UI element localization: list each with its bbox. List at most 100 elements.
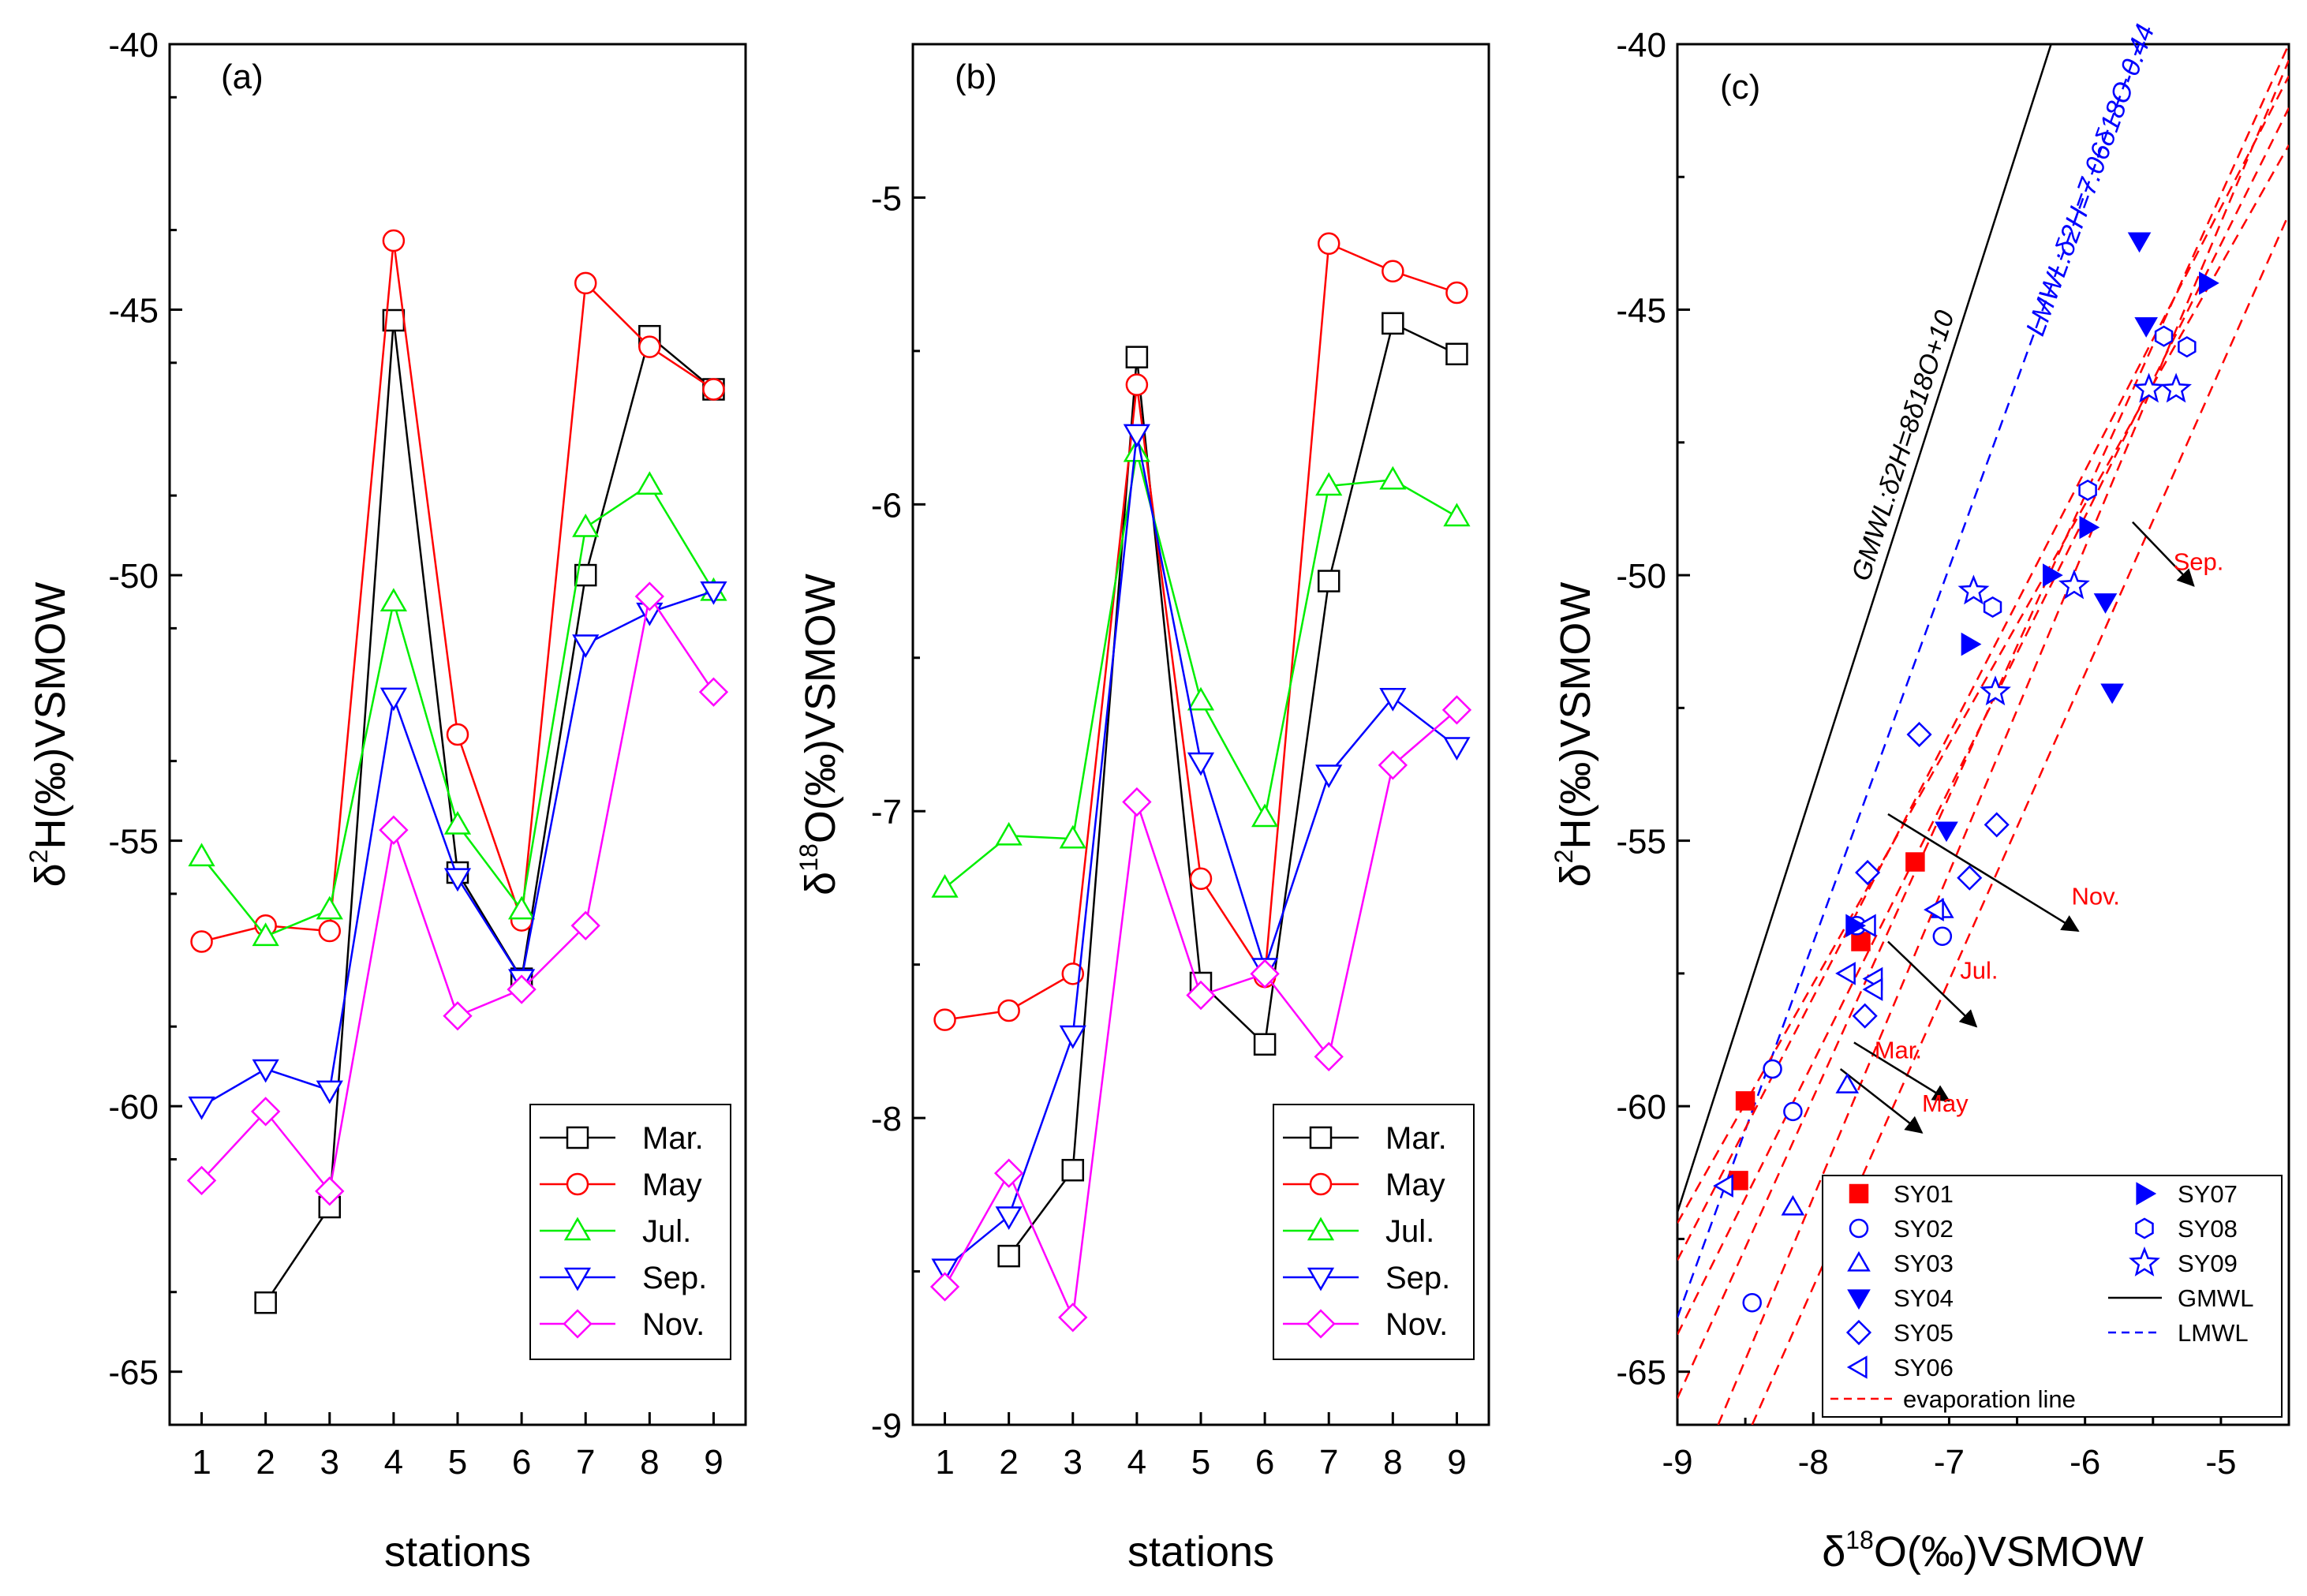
y-tick-label: -5 [871,179,902,218]
legend-marker [566,1126,589,1149]
series-line-mar [1008,322,1457,1257]
x-tick-label: -5 [2205,1443,2236,1482]
x-tick-label: 9 [704,1443,723,1482]
y-tick-label: -40 [1616,26,1666,65]
data-point-jul [443,810,472,835]
panel-c-xlabel: δ18O(‰)VSMOW [1822,1526,2144,1575]
y-tick-label: -65 [108,1354,159,1392]
data-point-may [1382,260,1404,283]
data-point-mar [254,1291,277,1314]
data-point-sy04 [2093,593,2118,614]
data-point-jul [995,821,1023,846]
data-point-sep [443,868,472,892]
evaporation-arrow [2132,521,2195,587]
x-tick-label: 4 [384,1443,403,1482]
data-point-sy07 [2043,563,2063,587]
data-point-sy09 [2133,372,2165,403]
data-point-jul [508,895,536,920]
y-tick-label: -60 [108,1088,159,1127]
data-point-sy05 [1906,721,1932,748]
x-tick-label: -8 [1798,1443,1829,1482]
data-point-may [190,930,213,953]
data-point-nov [186,1165,217,1196]
legend-label: SY07 [2178,1180,2238,1208]
data-point-sep [995,1206,1023,1231]
data-point-sep [188,1096,215,1120]
data-point-nov [1186,980,1216,1011]
data-point-sy06 [1924,898,1944,921]
lmwl-line [1677,44,2141,1318]
data-point-nov [1122,787,1152,817]
data-point-sep [700,581,727,605]
legend-marker [1306,1309,1336,1339]
data-point-mar [1317,570,1340,592]
month-annotation: May [1922,1090,1969,1117]
panel-c-chart: -9 -8 -7 -6 -5 -65 -60 -55 -50 -45 -40 GMWL:δ2H=8δ1… [1550,21,2290,1575]
data-point-sy05 [1984,812,2010,838]
data-point-jul [1379,465,1407,490]
evaporation-line [1677,107,2289,1336]
data-point-may [382,229,406,252]
data-point-sep [252,1059,279,1083]
data-point-may [702,378,725,401]
data-point-sy08 [1983,596,2002,619]
panel-c-legend: SY01 SY02 SY03 SY04 SY05 SY06 SY07 SY08 SY09 GMWL… [1822,1175,2283,1418]
data-point-may [933,1008,956,1031]
y-tick-label: -55 [108,823,159,862]
data-point-sy08 [2078,479,2097,501]
legend-marker [563,1309,593,1339]
data-point-mar [1061,1158,1085,1182]
legend-label: May [1385,1168,1445,1202]
data-point-sy05 [1855,859,1881,886]
legend-label: Nov. [1385,1307,1448,1342]
data-point-sy06 [1713,1174,1733,1198]
data-point-may [446,723,469,746]
data-point-may [318,919,342,943]
evaporation-line [1717,59,2289,1425]
series-line-nov [200,593,715,1194]
evaporation-arrow [1839,1068,1924,1134]
y-tick-label: -7 [871,793,902,832]
panel-c-frame [1676,43,2290,1426]
data-point-sy07 [1845,914,1867,938]
data-point-may [1445,281,1468,305]
data-point-sy04 [2100,683,2124,705]
data-point-sy02 [1763,1059,1782,1079]
y-tick-label: -45 [1616,292,1666,331]
legend-label: evaporation line [1903,1385,2076,1413]
legend-marker [1849,1183,1869,1204]
legend-label: Nov. [642,1307,705,1342]
data-point-nov [929,1272,960,1302]
data-point-sy03 [1835,1073,1860,1093]
data-point-nov [570,910,600,940]
panel-b-xlabel: stations [1127,1528,1274,1575]
legend-marker [2129,1246,2160,1276]
legend-marker [1849,1218,1869,1239]
data-point-sy07 [1961,632,1982,656]
x-tick-label: 6 [1255,1443,1274,1482]
legend-marker [2135,1217,2154,1239]
month-annotation: Nov. [2071,882,2119,910]
data-point-sep [1123,424,1150,448]
evaporation-arrow [1887,813,2080,933]
month-annotation: Jul. [1960,957,1998,985]
data-point-sy01 [1905,852,1925,872]
data-point-mar [1253,1033,1277,1056]
y-tick-label: -50 [1616,557,1666,596]
legend-marker [1845,1319,1872,1346]
panel-a-xlabel: stations [384,1528,531,1575]
y-tick-label: -9 [871,1407,902,1445]
x-tick-label: 8 [640,1443,659,1482]
data-point-sy04 [1935,821,1958,843]
data-point-sy06 [1855,914,1876,938]
panel-a-legend: Mar. May Jul. Sep. Nov. [529,1104,731,1360]
legend-label: Mar. [642,1121,704,1156]
panel-b-legend-frame [1273,1104,1475,1360]
panel-a-label: (a) [221,58,264,96]
panel-b-chart: (b) 1 2 3 4 5 6 7 8 9 -9 -8 -7 -6 -5 stations δ18O(‰)… [795,43,1490,1575]
data-point-nov [443,1001,473,1031]
data-point-jul [931,873,959,898]
legend-marker [2136,1182,2157,1205]
data-point-sep [316,1080,343,1104]
